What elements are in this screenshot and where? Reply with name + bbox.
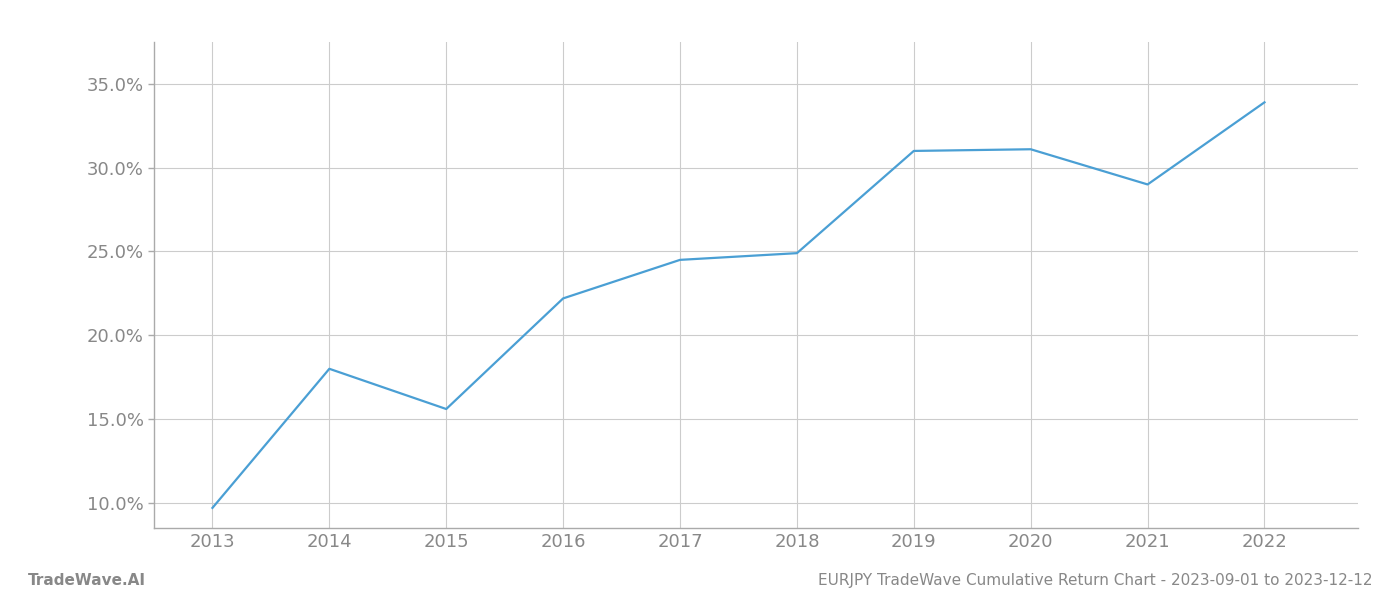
Text: TradeWave.AI: TradeWave.AI bbox=[28, 573, 146, 588]
Text: EURJPY TradeWave Cumulative Return Chart - 2023-09-01 to 2023-12-12: EURJPY TradeWave Cumulative Return Chart… bbox=[818, 573, 1372, 588]
